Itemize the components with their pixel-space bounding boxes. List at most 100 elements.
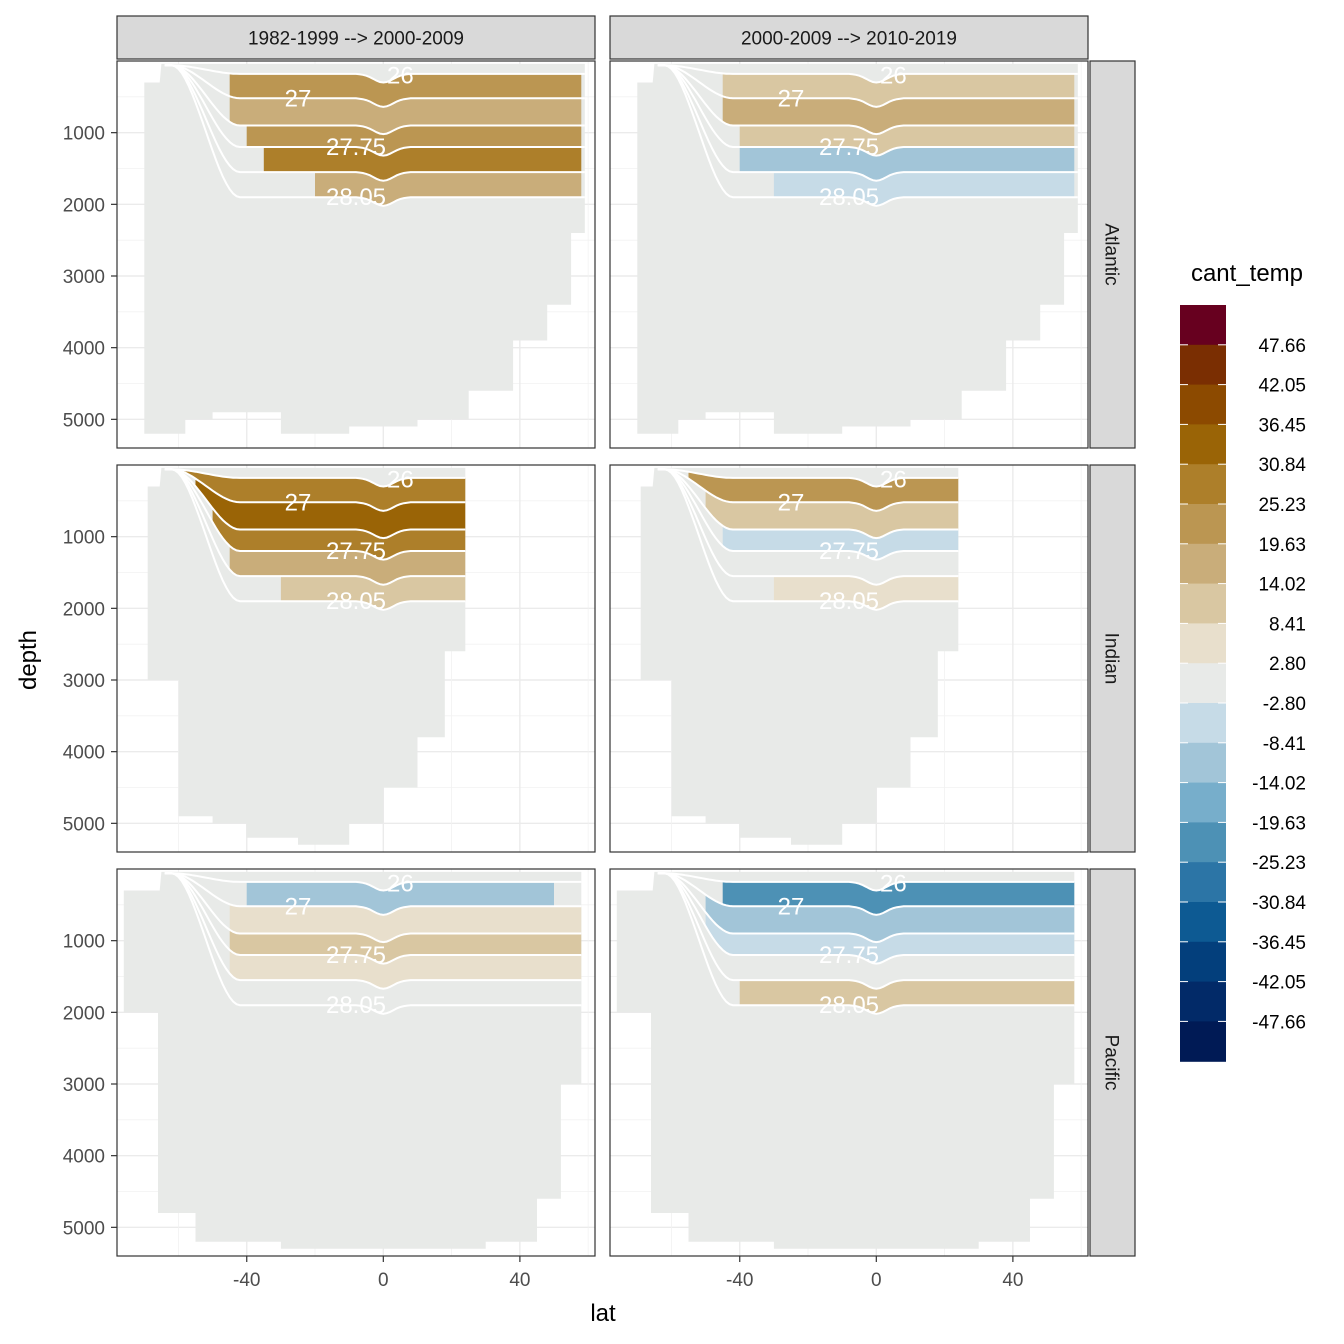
isopycnal-label: 27 — [285, 85, 312, 112]
isopycnal-line — [164, 872, 582, 990]
anomaly-band — [229, 929, 582, 964]
isopycnal-label: 28.05 — [819, 992, 879, 1019]
row-strip — [1089, 464, 1136, 853]
anomaly-band — [195, 478, 466, 539]
column-strip — [609, 15, 1089, 60]
legend-color-bin — [1180, 583, 1226, 624]
isopycnal-line — [164, 468, 466, 512]
isopycnal-line — [164, 64, 585, 108]
isopycnal-line — [657, 468, 959, 512]
isopycnal-line — [164, 468, 466, 488]
legend-color-bin — [1180, 822, 1226, 863]
legend-label: -42.05 — [1252, 973, 1306, 994]
isopycnal-line — [657, 64, 1078, 108]
anomaly-band — [229, 546, 466, 585]
isopycnal-label: 27.75 — [819, 942, 879, 969]
isopycnal-label: 27.75 — [819, 538, 879, 565]
panels-layer: 26 27 27.75 28.05 26 27 27.75 28.05 26 27 27.75 28.… — [116, 60, 1089, 1257]
legend-color-bin — [1180, 1021, 1226, 1062]
isopycnal-label: 27 — [778, 85, 805, 112]
isopycnal-line — [657, 872, 1075, 990]
isopycnal-line — [657, 64, 1078, 136]
panel-atlantic-1: 26 27 27.75 28.05 — [609, 60, 1089, 449]
legend-color-bin — [1180, 742, 1226, 784]
isopycnal-label: 28.05 — [819, 184, 879, 211]
y-tick-label: 2000 — [63, 599, 105, 620]
x-tick-label: 40 — [509, 1270, 530, 1291]
legend-color-bin — [1180, 344, 1226, 386]
anomaly-band — [773, 576, 959, 610]
isopycnal-line — [657, 872, 1075, 916]
isopycnal-line — [164, 468, 466, 586]
y-tick-label: 1000 — [63, 528, 105, 549]
row-strip — [1089, 60, 1136, 449]
isopycnal-line — [657, 64, 1078, 84]
row-strip — [1089, 868, 1136, 1257]
isopycnal-line — [657, 468, 959, 540]
y-tick-label: 1000 — [63, 932, 105, 953]
isopycnal-label: 27.75 — [326, 134, 386, 161]
y-tick-label: 2000 — [63, 1003, 105, 1024]
isopycnal-label: 26 — [880, 871, 907, 898]
panel-border — [116, 868, 596, 1257]
legend-label: -2.80 — [1263, 694, 1306, 715]
isopycnal-line — [164, 64, 585, 136]
legend-color-bin — [1180, 981, 1226, 1022]
isopycnal-line — [657, 872, 1075, 965]
isopycnal-label: 27.75 — [819, 134, 879, 161]
panel-border — [116, 464, 596, 853]
legend-label: -36.45 — [1252, 933, 1306, 954]
isopycnal-label: 27 — [778, 489, 805, 516]
y-axis-title: depth — [15, 630, 42, 690]
row-strip-label: Pacific — [1101, 1035, 1122, 1091]
isopycnal-label: 28.05 — [326, 588, 386, 615]
legend-color-bin — [1180, 663, 1226, 704]
isopycnal-label: 26 — [387, 871, 414, 898]
isopycnal-line — [164, 64, 585, 182]
legend-color-bin — [1180, 504, 1226, 545]
x-tick-label: 0 — [378, 1270, 389, 1291]
anomaly-band — [739, 125, 1075, 156]
anomaly-band — [705, 912, 1075, 964]
panel-contents: 26 27 27.75 28.05 — [147, 467, 466, 845]
panel-contents: 26 27 27.75 28.05 — [640, 467, 959, 845]
legend-label: 36.45 — [1258, 415, 1306, 436]
anomaly-band — [246, 980, 582, 1014]
row-strip-label: Indian — [1101, 633, 1122, 685]
isopycnal-line — [657, 64, 1078, 182]
isopycnal-label: 26 — [880, 467, 907, 494]
x-tick-label: -40 — [726, 1270, 753, 1291]
anomaly-band — [263, 147, 582, 181]
isopycnal-line — [164, 872, 582, 1015]
anomaly-band — [722, 881, 1075, 915]
panel-border — [609, 60, 1089, 449]
legend-color-bin — [1180, 862, 1226, 903]
anomaly-band — [739, 147, 1075, 181]
legend-color-bin — [1180, 424, 1226, 465]
x-tick-label: 0 — [871, 1270, 882, 1291]
isopycnal-label: 28.05 — [326, 992, 386, 1019]
legend-title: cant_temp — [1191, 260, 1303, 287]
isopycnal-label: 26 — [387, 467, 414, 494]
legend-color-bin — [1180, 941, 1226, 983]
panel-contents: 26 27 27.75 28.05 — [123, 871, 582, 1249]
facet-strips: 1982-1999 --> 2000-2009 2000-2009 --> 201… — [116, 15, 1136, 1257]
panel-contents: 26 27 27.75 28.05 — [144, 63, 585, 434]
anomaly-band — [722, 950, 1075, 989]
legend-color-bin — [1180, 464, 1226, 505]
isopycnal-line — [164, 468, 466, 611]
panel-indian-1: 26 27 27.75 28.05 — [609, 464, 1089, 853]
isopycnal-line — [164, 872, 582, 892]
column-strip — [116, 15, 596, 60]
panel-border — [116, 60, 596, 449]
isopycnal-line — [657, 468, 959, 561]
panel-contents: 26 27 27.75 28.05 — [637, 63, 1078, 434]
panel-atlantic-0: 26 27 27.75 28.05 — [116, 60, 596, 449]
isopycnal-label: 26 — [880, 63, 907, 90]
anomaly-band — [739, 980, 1075, 1014]
y-tick-label: 4000 — [63, 743, 105, 764]
x-tick-label: -40 — [233, 1270, 260, 1291]
anomaly-band — [773, 172, 1075, 206]
isopycnal-label: 27.75 — [326, 942, 386, 969]
